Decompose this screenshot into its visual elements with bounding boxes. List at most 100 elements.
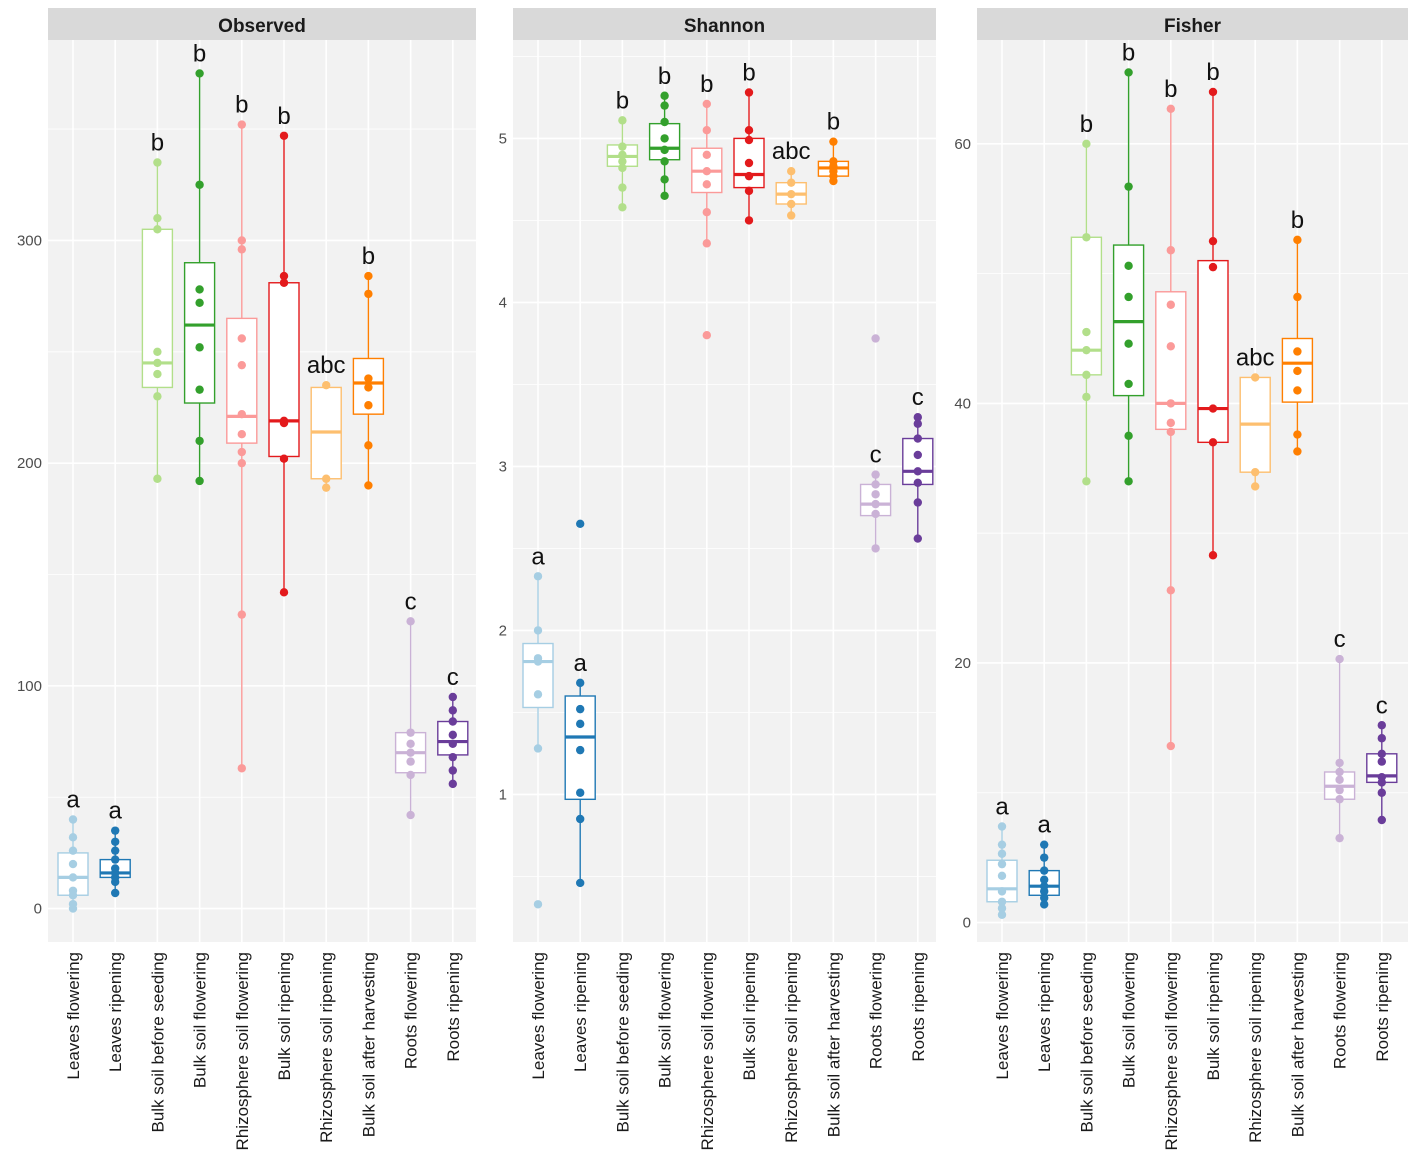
box-9: c <box>859 334 892 553</box>
box-2: a <box>99 798 131 898</box>
data-point <box>1166 246 1175 255</box>
data-point <box>279 278 289 287</box>
x-tick-label: Roots ripening <box>1373 952 1392 1062</box>
data-point <box>153 158 162 167</box>
data-point <box>1293 447 1302 456</box>
data-point <box>1251 373 1260 382</box>
box-8: b <box>817 109 850 186</box>
data-point <box>660 134 669 143</box>
significance-letter: b <box>1122 39 1135 66</box>
x-tick-label: Rhizosphere soil flowering <box>233 952 252 1150</box>
y-tick-label: 0 <box>963 915 971 932</box>
strip-background <box>977 8 1408 40</box>
data-point <box>195 385 204 394</box>
data-point <box>406 728 415 737</box>
box-10: c <box>1366 692 1398 825</box>
x-tick-label: Bulk soil before seeding <box>1077 952 1096 1133</box>
significance-letter: a <box>995 793 1009 820</box>
box-5: b <box>1155 76 1187 751</box>
data-point <box>913 498 922 507</box>
data-point <box>406 739 415 748</box>
data-point <box>660 157 669 166</box>
significance-letter: b <box>742 59 755 86</box>
x-tick-label: Rhizosphere soil ripening <box>782 952 801 1143</box>
x-tick-label: Leaves flowering <box>64 952 83 1080</box>
strip-background <box>513 8 936 40</box>
x-tick-label: Roots ripening <box>909 952 928 1062</box>
data-point <box>1166 741 1175 751</box>
data-point <box>1208 438 1218 447</box>
data-point <box>111 864 120 873</box>
data-point <box>406 810 415 820</box>
significance-letter: a <box>66 787 80 814</box>
data-point <box>744 126 754 135</box>
x-tick-label: Bulk soil ripening <box>275 952 294 1081</box>
box-9: c <box>1323 626 1356 843</box>
y-tick-label: 1 <box>499 786 507 803</box>
significance-letter: b <box>1291 207 1304 234</box>
data-point <box>618 203 627 212</box>
box-8: b <box>352 243 385 490</box>
data-point <box>576 788 585 797</box>
x-tick-label: Rhizosphere soil ripening <box>317 952 336 1143</box>
data-point <box>1040 866 1049 875</box>
data-point <box>997 910 1007 919</box>
y-tick-label: 3 <box>499 458 507 475</box>
data-point <box>448 692 457 702</box>
x-tick-label: Rhizosphere soil ripening <box>1246 952 1265 1143</box>
data-point <box>195 285 204 294</box>
x-tick-label: Roots ripening <box>444 952 463 1062</box>
y-tick-label: 100 <box>17 678 42 695</box>
box-2: a <box>1028 812 1060 909</box>
data-point <box>702 126 711 135</box>
data-point <box>576 745 585 755</box>
data-point <box>237 245 246 254</box>
data-point <box>576 704 585 714</box>
data-point <box>1335 767 1344 777</box>
data-point <box>533 626 543 635</box>
box-iqr <box>1197 259 1229 444</box>
data-point <box>744 216 754 225</box>
data-point <box>1166 427 1175 437</box>
data-point <box>1082 392 1091 402</box>
box-7: abc <box>772 138 811 220</box>
x-tick-label: Roots flowering <box>867 952 886 1069</box>
significance-letter: a <box>574 650 588 677</box>
x-tick-label: Leaves ripening <box>106 952 125 1072</box>
data-point <box>1166 418 1175 428</box>
strip-background <box>48 8 476 40</box>
box-10: c <box>437 664 469 789</box>
data-point <box>195 476 204 486</box>
y-tick-label: 60 <box>954 136 971 153</box>
data-point <box>618 157 627 166</box>
data-point <box>1335 795 1344 804</box>
boxes-layer: a a b b b b abc b c c <box>986 39 1398 919</box>
data-point <box>279 588 289 597</box>
significance-letter: b <box>235 92 248 119</box>
box-1: a <box>522 543 554 909</box>
data-point <box>997 904 1007 913</box>
data-point <box>576 519 585 528</box>
data-point <box>448 779 457 789</box>
x-tick-label: Bulk soil before seeding <box>613 952 632 1133</box>
x-axis-tick-labels: Leaves flowering Leaves ripening Bulk soil… <box>529 952 928 1150</box>
data-point <box>322 381 331 390</box>
panel-title: Observed <box>218 16 306 37</box>
y-tick-label: 300 <box>17 232 42 249</box>
significance-letter: abc <box>772 138 811 165</box>
significance-letter: b <box>151 129 164 156</box>
data-point <box>111 888 120 898</box>
box-3: b <box>141 129 174 483</box>
data-point <box>1335 775 1344 784</box>
panel-observed: Observed 0 100 200 300 a a b b b b abc b c c Leaves … <box>17 8 476 1150</box>
data-point <box>1251 467 1260 477</box>
box-3: b <box>606 87 639 212</box>
data-point <box>1377 721 1386 730</box>
box-6: b <box>1197 59 1229 560</box>
data-point <box>1124 379 1133 389</box>
data-point <box>448 766 457 775</box>
data-point <box>576 814 585 824</box>
data-point <box>997 871 1007 881</box>
data-point <box>1082 477 1091 486</box>
significance-letter: a <box>1038 812 1052 839</box>
